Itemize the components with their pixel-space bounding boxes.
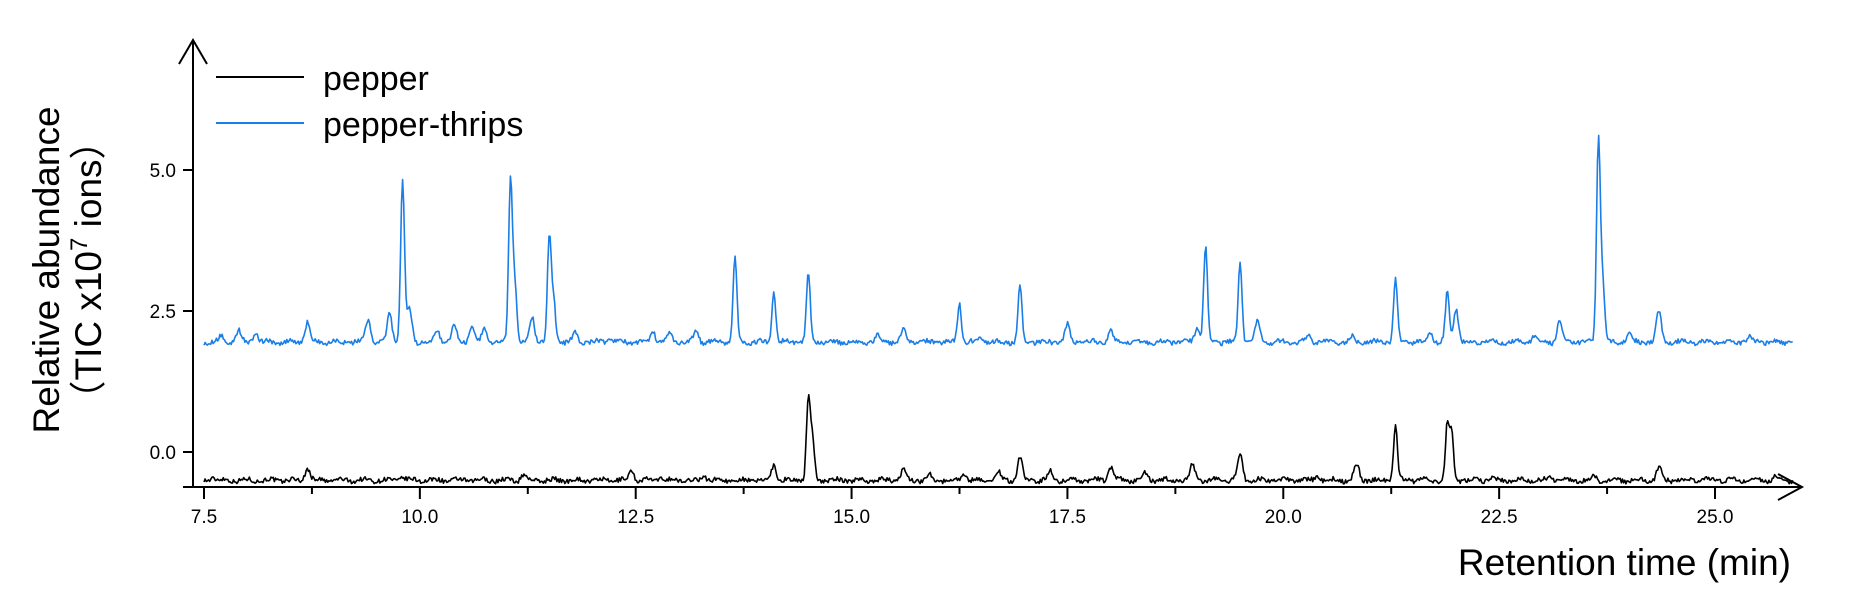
y-axis-title-exponent: 7 bbox=[66, 238, 93, 251]
legend-label-pepper: pepper bbox=[323, 60, 429, 98]
y-axis-title-prefix: （TIC x10 bbox=[68, 251, 109, 418]
y-axis-title: Relative abundance （TIC x107 ions） bbox=[26, 106, 109, 433]
legend-item-pepper-thrips: pepper-thrips bbox=[216, 106, 523, 144]
series-line-pepper bbox=[203, 393, 1794, 485]
x-tick-label: 7.5 bbox=[191, 507, 217, 528]
y-tick-label: 2.5 bbox=[150, 302, 176, 323]
y-axis-arrowhead bbox=[178, 38, 208, 65]
x-tick-label: 22.5 bbox=[1481, 507, 1518, 528]
y-axis-title-line1: Relative abundance bbox=[26, 106, 67, 433]
series-line-pepper-thrips bbox=[203, 134, 1793, 347]
y-axis-title-line2: （TIC x107 ions） bbox=[66, 122, 109, 417]
legend: pepper pepper-thrips bbox=[216, 60, 523, 144]
series-layer bbox=[203, 134, 1794, 485]
x-tick-label: 17.5 bbox=[1049, 507, 1086, 528]
x-tick-label: 15.0 bbox=[833, 507, 870, 528]
axes: 7.5 10.0 12.5 15.0 17.5 20.0 22.5 25.0 0.0 2.5 5.… bbox=[150, 38, 1805, 528]
x-axis-title: Retention time (min) bbox=[1458, 542, 1791, 583]
y-ticks: 0.0 2.5 5.0 bbox=[150, 161, 193, 464]
x-ticks: 7.5 10.0 12.5 15.0 17.5 20.0 22.5 25.0 bbox=[191, 487, 1734, 528]
x-tick-label: 12.5 bbox=[617, 507, 654, 528]
y-tick-label: 0.0 bbox=[150, 443, 176, 464]
x-axis-arrowhead bbox=[1777, 473, 1805, 501]
y-axis-title-suffix: ions） bbox=[68, 122, 109, 237]
legend-item-pepper: pepper bbox=[216, 60, 429, 98]
legend-label-pepper-thrips: pepper-thrips bbox=[323, 106, 523, 144]
x-tick-label: 10.0 bbox=[401, 507, 438, 528]
x-tick-label: 20.0 bbox=[1265, 507, 1302, 528]
y-tick-label: 5.0 bbox=[150, 161, 176, 182]
x-tick-label: 25.0 bbox=[1697, 507, 1734, 528]
